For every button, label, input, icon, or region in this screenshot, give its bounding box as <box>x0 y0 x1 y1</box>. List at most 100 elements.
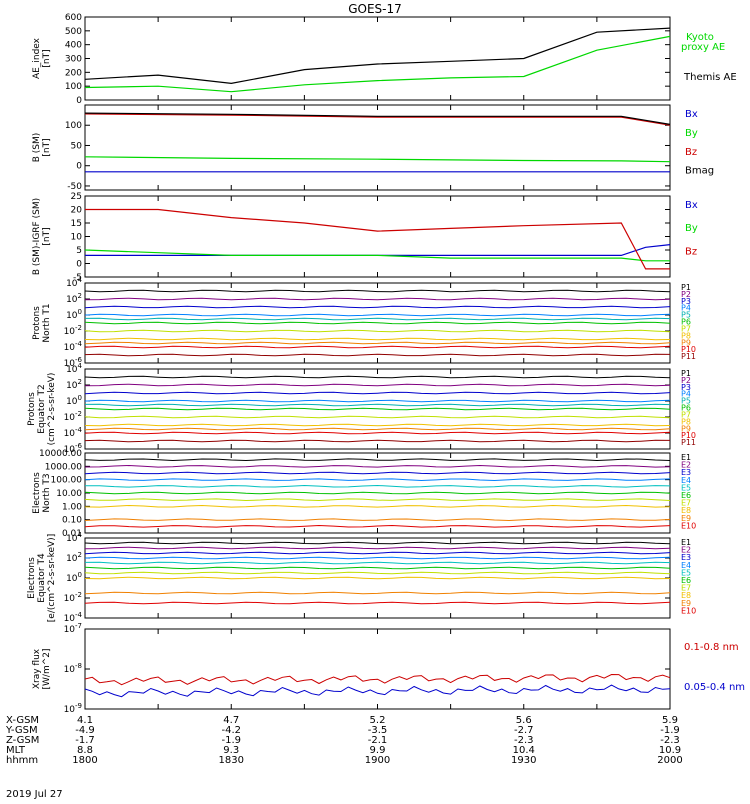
footer-value: 4.7 <box>223 715 239 726</box>
series-line-by <box>84 156 671 163</box>
y-tick-label: 100 <box>66 571 82 584</box>
y-tick-label: 500 <box>65 27 82 37</box>
series-line-p1 <box>84 375 671 379</box>
footer-value: -4.9 <box>75 725 95 736</box>
y-tick-label: 400 <box>65 41 82 51</box>
footer-value: 1900 <box>365 755 390 766</box>
legend-by: By <box>685 128 698 139</box>
series-line-e3 <box>84 551 671 555</box>
series-line-bmag <box>84 112 671 125</box>
legend-p7: P7 <box>681 410 691 419</box>
legend-e5: E5 <box>681 483 691 492</box>
y-tick-exponent: 2 <box>78 378 82 386</box>
footer-value: -1.9 <box>221 735 241 746</box>
y-axis-label: [nT] <box>42 227 52 245</box>
y-axis-label: Electrons <box>27 557 37 599</box>
footer-value: -1.7 <box>75 735 95 746</box>
legend-bx: Bx <box>685 109 698 120</box>
footer-value: 8.8 <box>77 745 93 756</box>
series-line-themis-ae <box>84 27 671 85</box>
series-line-p7 <box>84 329 671 333</box>
series-line-e10 <box>84 601 671 605</box>
y-axis-label: [nT] <box>42 138 52 156</box>
legend-e1: E1 <box>681 453 691 462</box>
legend-e6: E6 <box>681 576 691 585</box>
legend-e6: E6 <box>681 491 691 500</box>
series-line-e2 <box>84 546 671 550</box>
y-tick-label: 1.00 <box>62 502 82 512</box>
y-axis-label: Equator T4 <box>37 553 47 603</box>
footer-row-label: hhmm <box>6 755 38 766</box>
y-tick-label: 0.10 <box>62 516 82 526</box>
y-tick-exponent: 0 <box>78 394 82 402</box>
footer-value: 5.9 <box>662 715 678 726</box>
legend-p10: P10 <box>681 345 696 354</box>
y-axis-label: North T3 <box>42 473 52 512</box>
legend-bx: Bx <box>685 200 698 211</box>
series-line-e4 <box>84 556 671 560</box>
footer-value: -2.7 <box>514 725 534 736</box>
series-line-p11 <box>84 353 671 357</box>
y-tick-label: 10-2 <box>64 591 82 604</box>
series-line-kyoto-proxy-ae <box>84 35 671 93</box>
footer-value: -2.1 <box>368 735 388 746</box>
series-line-p6 <box>84 321 671 325</box>
y-tick-label: 102 <box>66 551 82 564</box>
y-tick-label: 600 <box>65 13 82 23</box>
y-axis-label: Xray flux <box>32 648 42 689</box>
series-line-p1 <box>84 289 671 293</box>
y-tick-label: 10-4 <box>64 340 83 353</box>
series-line-e5 <box>84 561 671 565</box>
y-axis-label: Electrons <box>32 472 42 514</box>
y-tick-label: 20 <box>71 206 83 216</box>
y-axis-label: B (SM) <box>32 133 42 163</box>
series-line-p9 <box>84 341 671 345</box>
legend-e3: E3 <box>681 468 691 477</box>
y-tick-label: 10-8 <box>64 662 82 675</box>
panel-frame <box>84 628 671 710</box>
y-axis-label: AE_index <box>32 37 42 79</box>
y-tick-exponent: 4 <box>78 276 83 284</box>
y-tick-label: 15 <box>71 219 82 229</box>
y-tick-label: -50 <box>67 182 82 192</box>
y-tick-exponent: 2 <box>78 551 82 559</box>
series-line-by <box>84 249 670 262</box>
series-line-e6 <box>84 491 671 495</box>
series-line-e6 <box>84 566 671 570</box>
y-tick-label: 100.00 <box>51 476 83 486</box>
y-tick-label: 10-4 <box>64 426 83 439</box>
series-line-p3 <box>84 305 671 309</box>
legend-e10: E10 <box>681 606 696 615</box>
y-tick-label: 25 <box>71 192 82 202</box>
y-tick-label: 102 <box>66 378 82 391</box>
legend-p4: P4 <box>681 390 691 399</box>
y-tick-label: 300 <box>65 55 82 65</box>
footer-row-label: X-GSM <box>6 715 39 726</box>
y-axis-label: (cm^2-s-sr-keV) <box>47 373 57 446</box>
y-axis-label: Protons <box>27 392 37 426</box>
series-line-p7 <box>84 415 671 419</box>
series-line-p4 <box>84 399 671 403</box>
series-line-p5 <box>84 403 671 407</box>
y-tick-exponent: 4 <box>78 531 83 539</box>
y-tick-exponent: -4 <box>75 340 83 348</box>
series-line-e10 <box>84 524 671 528</box>
footer-row-label: Y-GSM <box>5 725 38 736</box>
footer-value: 5.2 <box>370 715 386 726</box>
legend-e8: E8 <box>681 506 691 515</box>
footer-value: 9.3 <box>223 745 239 756</box>
legend-proxy-ae: proxy AE <box>681 42 725 53</box>
y-tick-exponent: -2 <box>75 324 82 332</box>
y-tick-exponent: 0 <box>78 308 82 316</box>
legend-p6: P6 <box>681 318 691 327</box>
series-line-e8 <box>84 576 671 580</box>
legend-e1: E1 <box>681 538 691 547</box>
series-line-p8 <box>84 423 671 427</box>
legend-bz: Bz <box>685 147 697 158</box>
legend-e10: E10 <box>681 521 696 530</box>
orbit-footer: X-GSM 4.1 4.7 5.2 5.6 5.9Y-GSM -4.9 -4.2 -3.5 -2.… <box>5 715 683 766</box>
legend-p1: P1 <box>681 283 691 292</box>
legend-p10: P10 <box>681 431 696 440</box>
